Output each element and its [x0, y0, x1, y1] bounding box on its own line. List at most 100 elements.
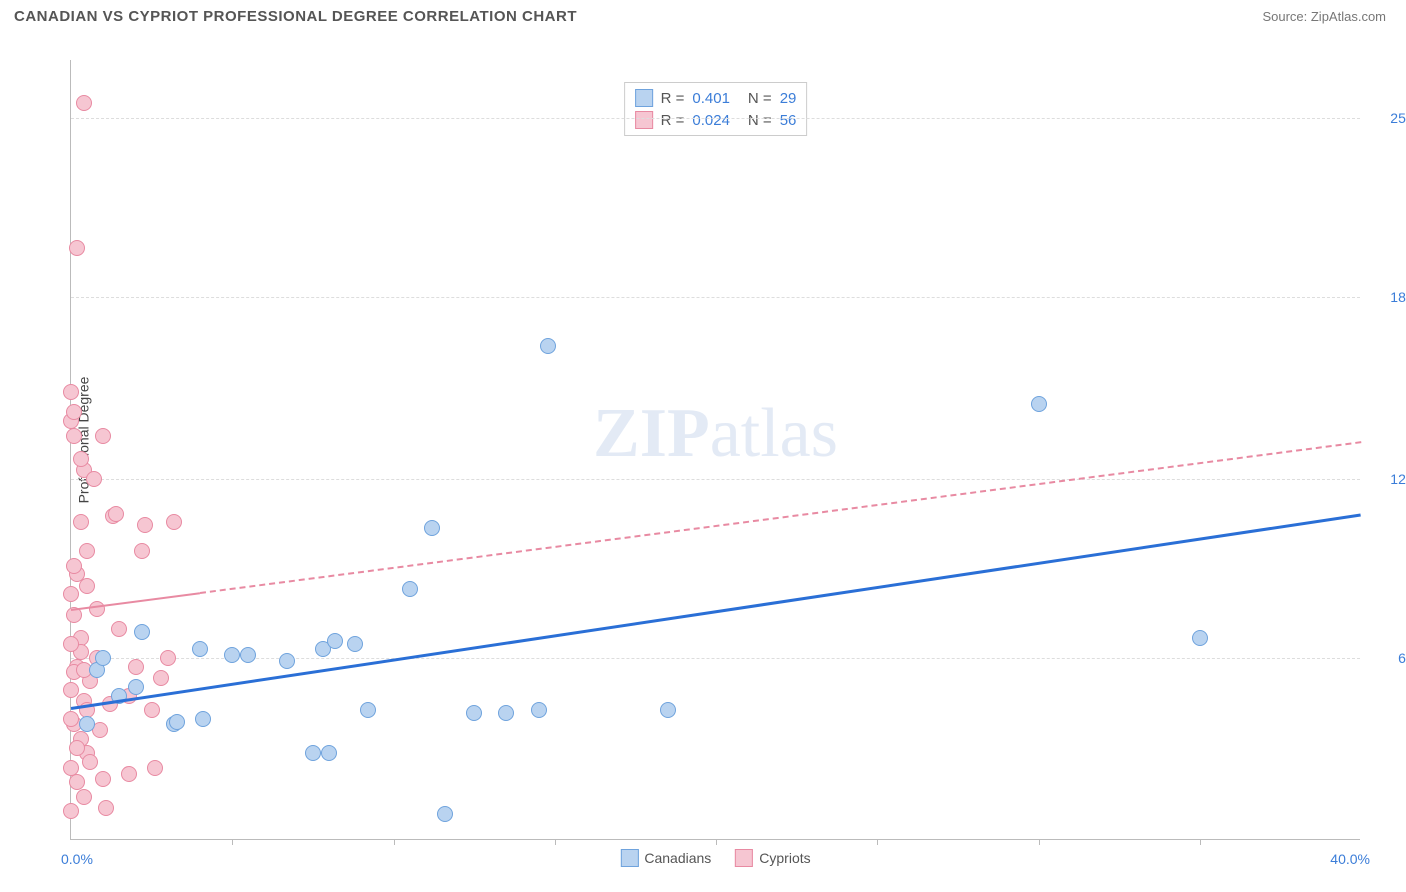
scatter-point	[321, 745, 337, 761]
scatter-point	[240, 647, 256, 663]
chart-title: CANADIAN VS CYPRIOT PROFESSIONAL DEGREE …	[14, 8, 577, 25]
scatter-point	[531, 702, 547, 718]
scatter-point	[660, 702, 676, 718]
scatter-point	[144, 702, 160, 718]
legend-label-cypriots: Cypriots	[759, 850, 810, 866]
chart-source: Source: ZipAtlas.com	[1262, 9, 1386, 24]
n-label: N =	[748, 90, 772, 107]
trend-line	[71, 514, 1361, 710]
scatter-point	[69, 240, 85, 256]
swatch-canadians-icon	[620, 849, 638, 867]
scatter-point	[153, 670, 169, 686]
trend-line	[200, 441, 1361, 594]
x-tick	[394, 839, 395, 845]
scatter-point	[98, 800, 114, 816]
gridline	[71, 479, 1360, 480]
watermark-suffix: atlas	[710, 395, 838, 472]
n-value-cypriots: 56	[780, 112, 797, 129]
scatter-point	[63, 760, 79, 776]
scatter-point	[166, 514, 182, 530]
scatter-point	[76, 95, 92, 111]
x-tick	[1039, 839, 1040, 845]
scatter-point	[63, 711, 79, 727]
scatter-point	[89, 601, 105, 617]
legend-label-canadians: Canadians	[644, 850, 711, 866]
scatter-point	[63, 803, 79, 819]
scatter-point	[360, 702, 376, 718]
scatter-point	[86, 471, 102, 487]
scatter-point	[424, 520, 440, 536]
scatter-point	[169, 714, 185, 730]
plot-area: ZIPatlas R = 0.401 N = 29 R = 0.024 N = …	[70, 60, 1360, 840]
scatter-point	[63, 682, 79, 698]
scatter-point	[95, 650, 111, 666]
x-tick	[716, 839, 717, 845]
scatter-point	[137, 517, 153, 533]
r-value-cypriots: 0.024	[692, 112, 730, 129]
scatter-point	[402, 581, 418, 597]
gridline	[71, 297, 1360, 298]
scatter-point	[540, 338, 556, 354]
scatter-point	[69, 740, 85, 756]
x-tick	[877, 839, 878, 845]
scatter-point	[134, 543, 150, 559]
swatch-canadians-icon	[635, 89, 653, 107]
scatter-point	[121, 766, 137, 782]
scatter-point	[79, 716, 95, 732]
chart-container: Professional Degree ZIPatlas R = 0.401 N…	[50, 40, 1390, 840]
scatter-point	[1031, 396, 1047, 412]
r-value-canadians: 0.401	[692, 90, 730, 107]
scatter-point	[279, 653, 295, 669]
chart-header: CANADIAN VS CYPRIOT PROFESSIONAL DEGREE …	[0, 0, 1406, 33]
scatter-point	[108, 506, 124, 522]
scatter-point	[95, 771, 111, 787]
scatter-point	[66, 404, 82, 420]
scatter-point	[147, 760, 163, 776]
scatter-point	[66, 428, 82, 444]
scatter-point	[224, 647, 240, 663]
scatter-point	[437, 806, 453, 822]
x-tick	[555, 839, 556, 845]
scatter-point	[111, 621, 127, 637]
swatch-cypriots-icon	[735, 849, 753, 867]
scatter-point	[76, 789, 92, 805]
scatter-point	[466, 705, 482, 721]
swatch-cypriots-icon	[635, 111, 653, 129]
scatter-point	[128, 679, 144, 695]
legend-item-canadians: Canadians	[620, 849, 711, 867]
watermark: ZIPatlas	[593, 394, 838, 474]
watermark-prefix: ZIP	[593, 395, 710, 472]
x-tick	[1200, 839, 1201, 845]
scatter-point	[79, 543, 95, 559]
r-label: R =	[661, 90, 685, 107]
scatter-point	[160, 650, 176, 666]
legend-row-canadians: R = 0.401 N = 29	[635, 87, 797, 109]
gridline	[71, 658, 1360, 659]
scatter-point	[63, 586, 79, 602]
scatter-point	[128, 659, 144, 675]
legend-row-cypriots: R = 0.024 N = 56	[635, 109, 797, 131]
y-tick-label: 6.3%	[1370, 650, 1406, 666]
scatter-point	[192, 641, 208, 657]
scatter-point	[63, 384, 79, 400]
scatter-point	[305, 745, 321, 761]
y-tick-label: 18.8%	[1370, 289, 1406, 305]
series-legend: Canadians Cypriots	[620, 849, 810, 867]
x-axis-min-label: 0.0%	[61, 851, 93, 867]
trend-line	[71, 592, 200, 611]
scatter-point	[347, 636, 363, 652]
scatter-point	[66, 558, 82, 574]
x-axis-max-label: 40.0%	[1330, 851, 1370, 867]
x-tick	[232, 839, 233, 845]
scatter-point	[73, 514, 89, 530]
y-tick-label: 12.5%	[1370, 471, 1406, 487]
gridline	[71, 118, 1360, 119]
scatter-point	[134, 624, 150, 640]
n-value-canadians: 29	[780, 90, 797, 107]
scatter-point	[195, 711, 211, 727]
n-label: N =	[748, 112, 772, 129]
scatter-point	[79, 578, 95, 594]
r-label: R =	[661, 112, 685, 129]
scatter-point	[327, 633, 343, 649]
scatter-point	[95, 428, 111, 444]
